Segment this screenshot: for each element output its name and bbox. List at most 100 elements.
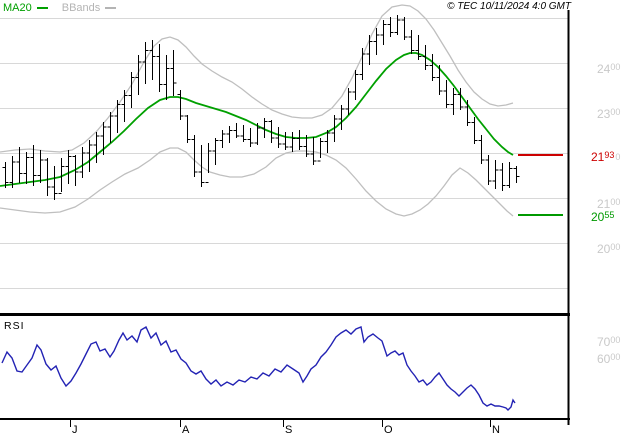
price-axis-label: 2300 [597, 107, 621, 121]
ohlc-bar [282, 131, 289, 150]
ohlc-bar [9, 156, 16, 189]
ohlc-bar [44, 157, 51, 197]
resistance-level-label: 2193 [591, 149, 616, 164]
ohlc-bar [121, 90, 128, 122]
ma20-line [0, 52, 514, 187]
ohlc-bar [30, 144, 37, 186]
ohlc-bar [429, 54, 436, 81]
ohlc-bar [128, 72, 135, 108]
ohlc-bar [65, 149, 72, 185]
month-label: J [72, 424, 78, 436]
ohlc-bar [247, 127, 254, 148]
support-level-label: 2055 [591, 209, 616, 224]
ohlc-bars [2, 14, 520, 200]
legend-item-bbands[interactable]: BBands [62, 2, 117, 14]
ohlc-bar [170, 49, 177, 96]
ohlc-bar [163, 54, 170, 100]
ohlc-bar [443, 80, 450, 108]
ohlc-bar [58, 157, 65, 194]
ohlc-bar [380, 19, 387, 45]
ohlc-bar [478, 135, 485, 164]
ohlc-bar [499, 162, 506, 191]
ohlc-bar [79, 147, 86, 179]
bollinger-lower-band [0, 147, 514, 217]
ohlc-bar [485, 154, 492, 185]
bbands-line-swatch [105, 7, 117, 9]
ohlc-bar [345, 88, 352, 116]
ohlc-bar [310, 136, 317, 166]
ohlc-bar [226, 126, 233, 144]
ohlc-bar [317, 138, 324, 162]
month-label: S [285, 424, 293, 436]
price-axis-label: 2100 [597, 197, 621, 211]
ohlc-bar [37, 149, 44, 184]
chart-frame [0, 10, 570, 427]
panel-divider [0, 313, 570, 316]
rsi-axis-label: 7000 [597, 335, 621, 349]
ohlc-bar [366, 35, 373, 65]
ohlc-bar [268, 120, 275, 144]
ohlc-bar [86, 139, 93, 172]
ohlc-bar [184, 115, 191, 144]
ohlc-bar [2, 162, 9, 189]
ohlc-bar [506, 162, 513, 189]
ohlc-bar [191, 135, 198, 177]
ohlc-bar [338, 104, 345, 131]
ohlc-bar [16, 147, 23, 184]
ma20-line-swatch [36, 7, 48, 9]
ma20-legend-label: MA20 [3, 2, 32, 14]
ohlc-bar [114, 99, 121, 134]
ohlc-bar [387, 17, 394, 37]
ohlc-bar [394, 14, 401, 36]
ohlc-bar [205, 143, 212, 183]
rsi-axis-label: 6000 [597, 352, 621, 366]
bollinger-upper-band [0, 4, 514, 153]
ohlc-bar [275, 126, 282, 149]
ohlc-bar [401, 17, 408, 41]
bbands-legend-label: BBands [61, 2, 101, 14]
ohlc-bar [261, 117, 268, 139]
ohlc-bar [177, 90, 184, 121]
ohlc-bar [23, 152, 30, 185]
rsi-line [1, 325, 516, 411]
ohlc-bar [254, 122, 261, 145]
ohlc-bar [156, 44, 163, 92]
ohlc-bar [450, 88, 457, 116]
ohlc-bar [464, 99, 471, 126]
ohlc-bar [149, 40, 156, 81]
ohlc-bar [100, 121, 107, 155]
ohlc-bar [212, 138, 219, 166]
ohlc-bar [107, 112, 114, 144]
x-axis-line [0, 418, 570, 420]
month-label: A [182, 424, 190, 436]
copyright-notice: © TEC 10/11/2024 4:0 GMT [447, 1, 571, 12]
price-axis-label: 2400 [597, 62, 621, 76]
month-label: N [492, 424, 500, 436]
ohlc-bar [324, 130, 331, 153]
ohlc-bar [289, 131, 296, 153]
ohlc-bar [303, 135, 310, 158]
ohlc-bar [51, 166, 58, 200]
ohlc-bar [492, 160, 499, 189]
ohlc-bar [219, 130, 226, 149]
month-label: O [384, 424, 393, 436]
ohlc-bar [331, 115, 338, 143]
ohlc-bar [422, 45, 429, 71]
ohlc-bar [408, 30, 415, 54]
ohlc-bar [457, 88, 464, 110]
ohlc-bar [72, 154, 79, 186]
ohlc-bar [436, 64, 443, 95]
ohlc-bar [198, 144, 205, 188]
ohlc-bar [233, 122, 240, 139]
ohlc-bar [93, 131, 100, 163]
ohlc-bar [352, 70, 359, 100]
ohlc-bar [296, 130, 303, 150]
ohlc-bar [373, 27, 380, 55]
legend-item-ma20[interactable]: MA20 [3, 2, 48, 14]
price-axis-label: 2000 [597, 242, 621, 256]
ohlc-bar [240, 125, 247, 143]
ohlc-bar [415, 35, 422, 60]
ohlc-bar [359, 48, 366, 81]
